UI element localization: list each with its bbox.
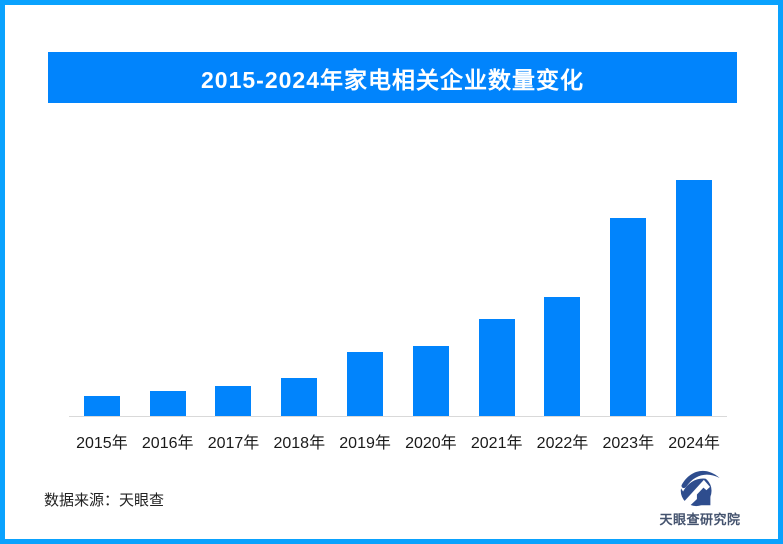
bar-column <box>661 177 727 416</box>
bar-column <box>135 177 201 416</box>
x-axis-label: 2024年 <box>668 435 720 452</box>
x-axis-label: 2022年 <box>536 435 589 452</box>
bar-column <box>464 177 530 416</box>
bar-column <box>530 177 596 416</box>
x-axis-label: 2019年 <box>339 435 391 452</box>
bar-2018年 <box>281 378 318 416</box>
x-axis-labels: 2015年 2016年 2017年 2018年 2019年 2020年 2021年 2022年… <box>69 429 727 453</box>
bar-2020年 <box>412 346 449 416</box>
bar-2019年 <box>347 352 384 416</box>
tianyancha-eye-logo-icon <box>680 470 720 507</box>
title-banner: 2015-2024年家电相关企业数量变化 <box>48 52 737 103</box>
bar-column <box>266 177 332 416</box>
bar-2023年 <box>610 218 647 416</box>
x-axis-label: 2015年 <box>76 435 128 452</box>
bars-area <box>69 177 727 417</box>
tianyancha-logo-text: 天眼查研究院 <box>659 512 741 527</box>
bar-2022年 <box>544 297 581 416</box>
bar-column <box>201 177 267 416</box>
bar-2024年 <box>676 180 713 416</box>
bar-2021年 <box>478 319 515 416</box>
bar-2017年 <box>215 386 252 416</box>
x-axis-label: 2018年 <box>273 435 326 452</box>
x-axis-label: 2016年 <box>141 435 194 452</box>
x-axis-label: 2023年 <box>602 435 655 452</box>
bar-column <box>332 177 398 416</box>
tianyancha-logo: 天眼查研究院 <box>650 469 750 528</box>
x-axis-label: 2017年 <box>207 435 260 452</box>
bar-2016年 <box>149 391 186 416</box>
bar-column <box>69 177 135 416</box>
chart-title: 2015-2024年家电相关企业数量变化 <box>201 66 584 93</box>
x-axis-label: 2021年 <box>470 435 523 452</box>
bar-column <box>398 177 464 416</box>
bar-column <box>595 177 661 416</box>
data-source-note: 数据来源：天眼查 <box>44 492 165 509</box>
bar-2015年 <box>83 396 120 416</box>
x-axis-label: 2020年 <box>405 435 457 452</box>
